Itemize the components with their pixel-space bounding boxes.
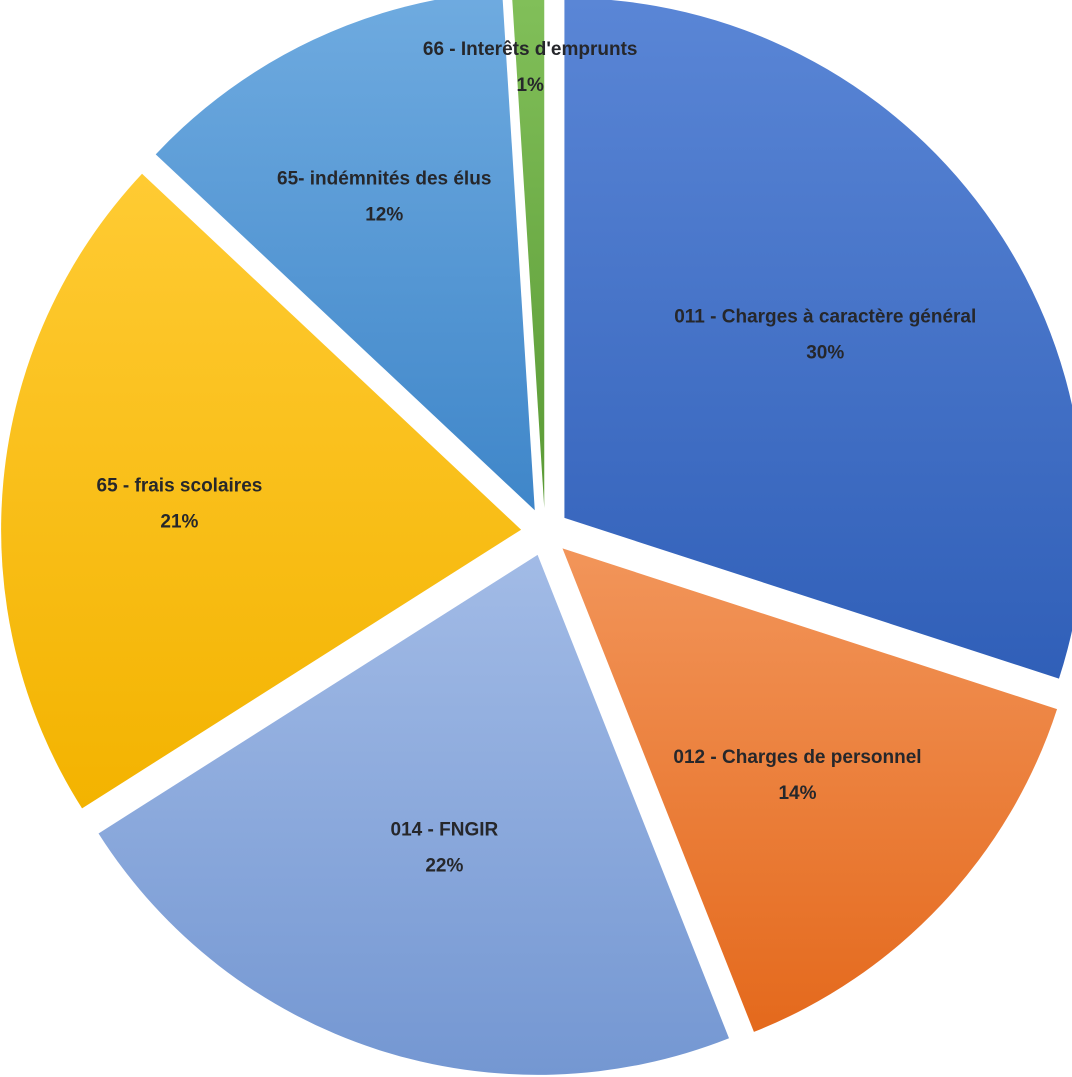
slice-label-012-charges-de-personnel: 012 - Charges de personnel 14% [673, 747, 921, 804]
pie-labels: 011 - Charges à caractère général 30% 012 … [97, 39, 977, 877]
pie-slice-66-interets-d-emprunts [512, 0, 545, 509]
slice-label-66-interets-d-emprunts: 66 - Interêts d'emprunts 1% [423, 39, 638, 96]
slice-category-label: 012 - Charges de personnel [673, 747, 921, 768]
slice-percent-label: 22% [425, 856, 463, 877]
pie-slice-65-indemnites-des-elus [155, 0, 535, 511]
slice-percent-label: 30% [806, 342, 844, 363]
pie-slice-014-fngir [98, 554, 730, 1075]
pie-slice-011-charges-a-caractere-general [564, 0, 1072, 679]
slice-percent-label: 12% [365, 204, 403, 225]
pie-slice-65-frais-scolaires [1, 173, 522, 809]
slice-label-014-fngir: 014 - FNGIR 22% [391, 820, 499, 877]
slice-category-label: 65- indémnités des élus [277, 168, 491, 189]
slice-category-label: 011 - Charges à caractère général [674, 306, 976, 327]
slice-category-label: 66 - Interêts d'emprunts [423, 39, 638, 60]
slice-label-65-frais-scolaires: 65 - frais scolaires 21% [97, 475, 263, 532]
pie-slice-012-charges-de-personnel [562, 548, 1058, 1032]
slice-category-label: 65 - frais scolaires [97, 475, 263, 496]
slice-label-65-indemnites-des-elus: 65- indémnités des élus 12% [277, 168, 491, 225]
slice-label-011-charges-a-caractere-general: 011 - Charges à caractère général 30% [674, 306, 976, 363]
slice-percent-label: 1% [516, 75, 544, 96]
slice-category-label: 014 - FNGIR [391, 820, 499, 841]
slice-percent-label: 21% [160, 511, 198, 532]
slice-percent-label: 14% [778, 783, 816, 804]
